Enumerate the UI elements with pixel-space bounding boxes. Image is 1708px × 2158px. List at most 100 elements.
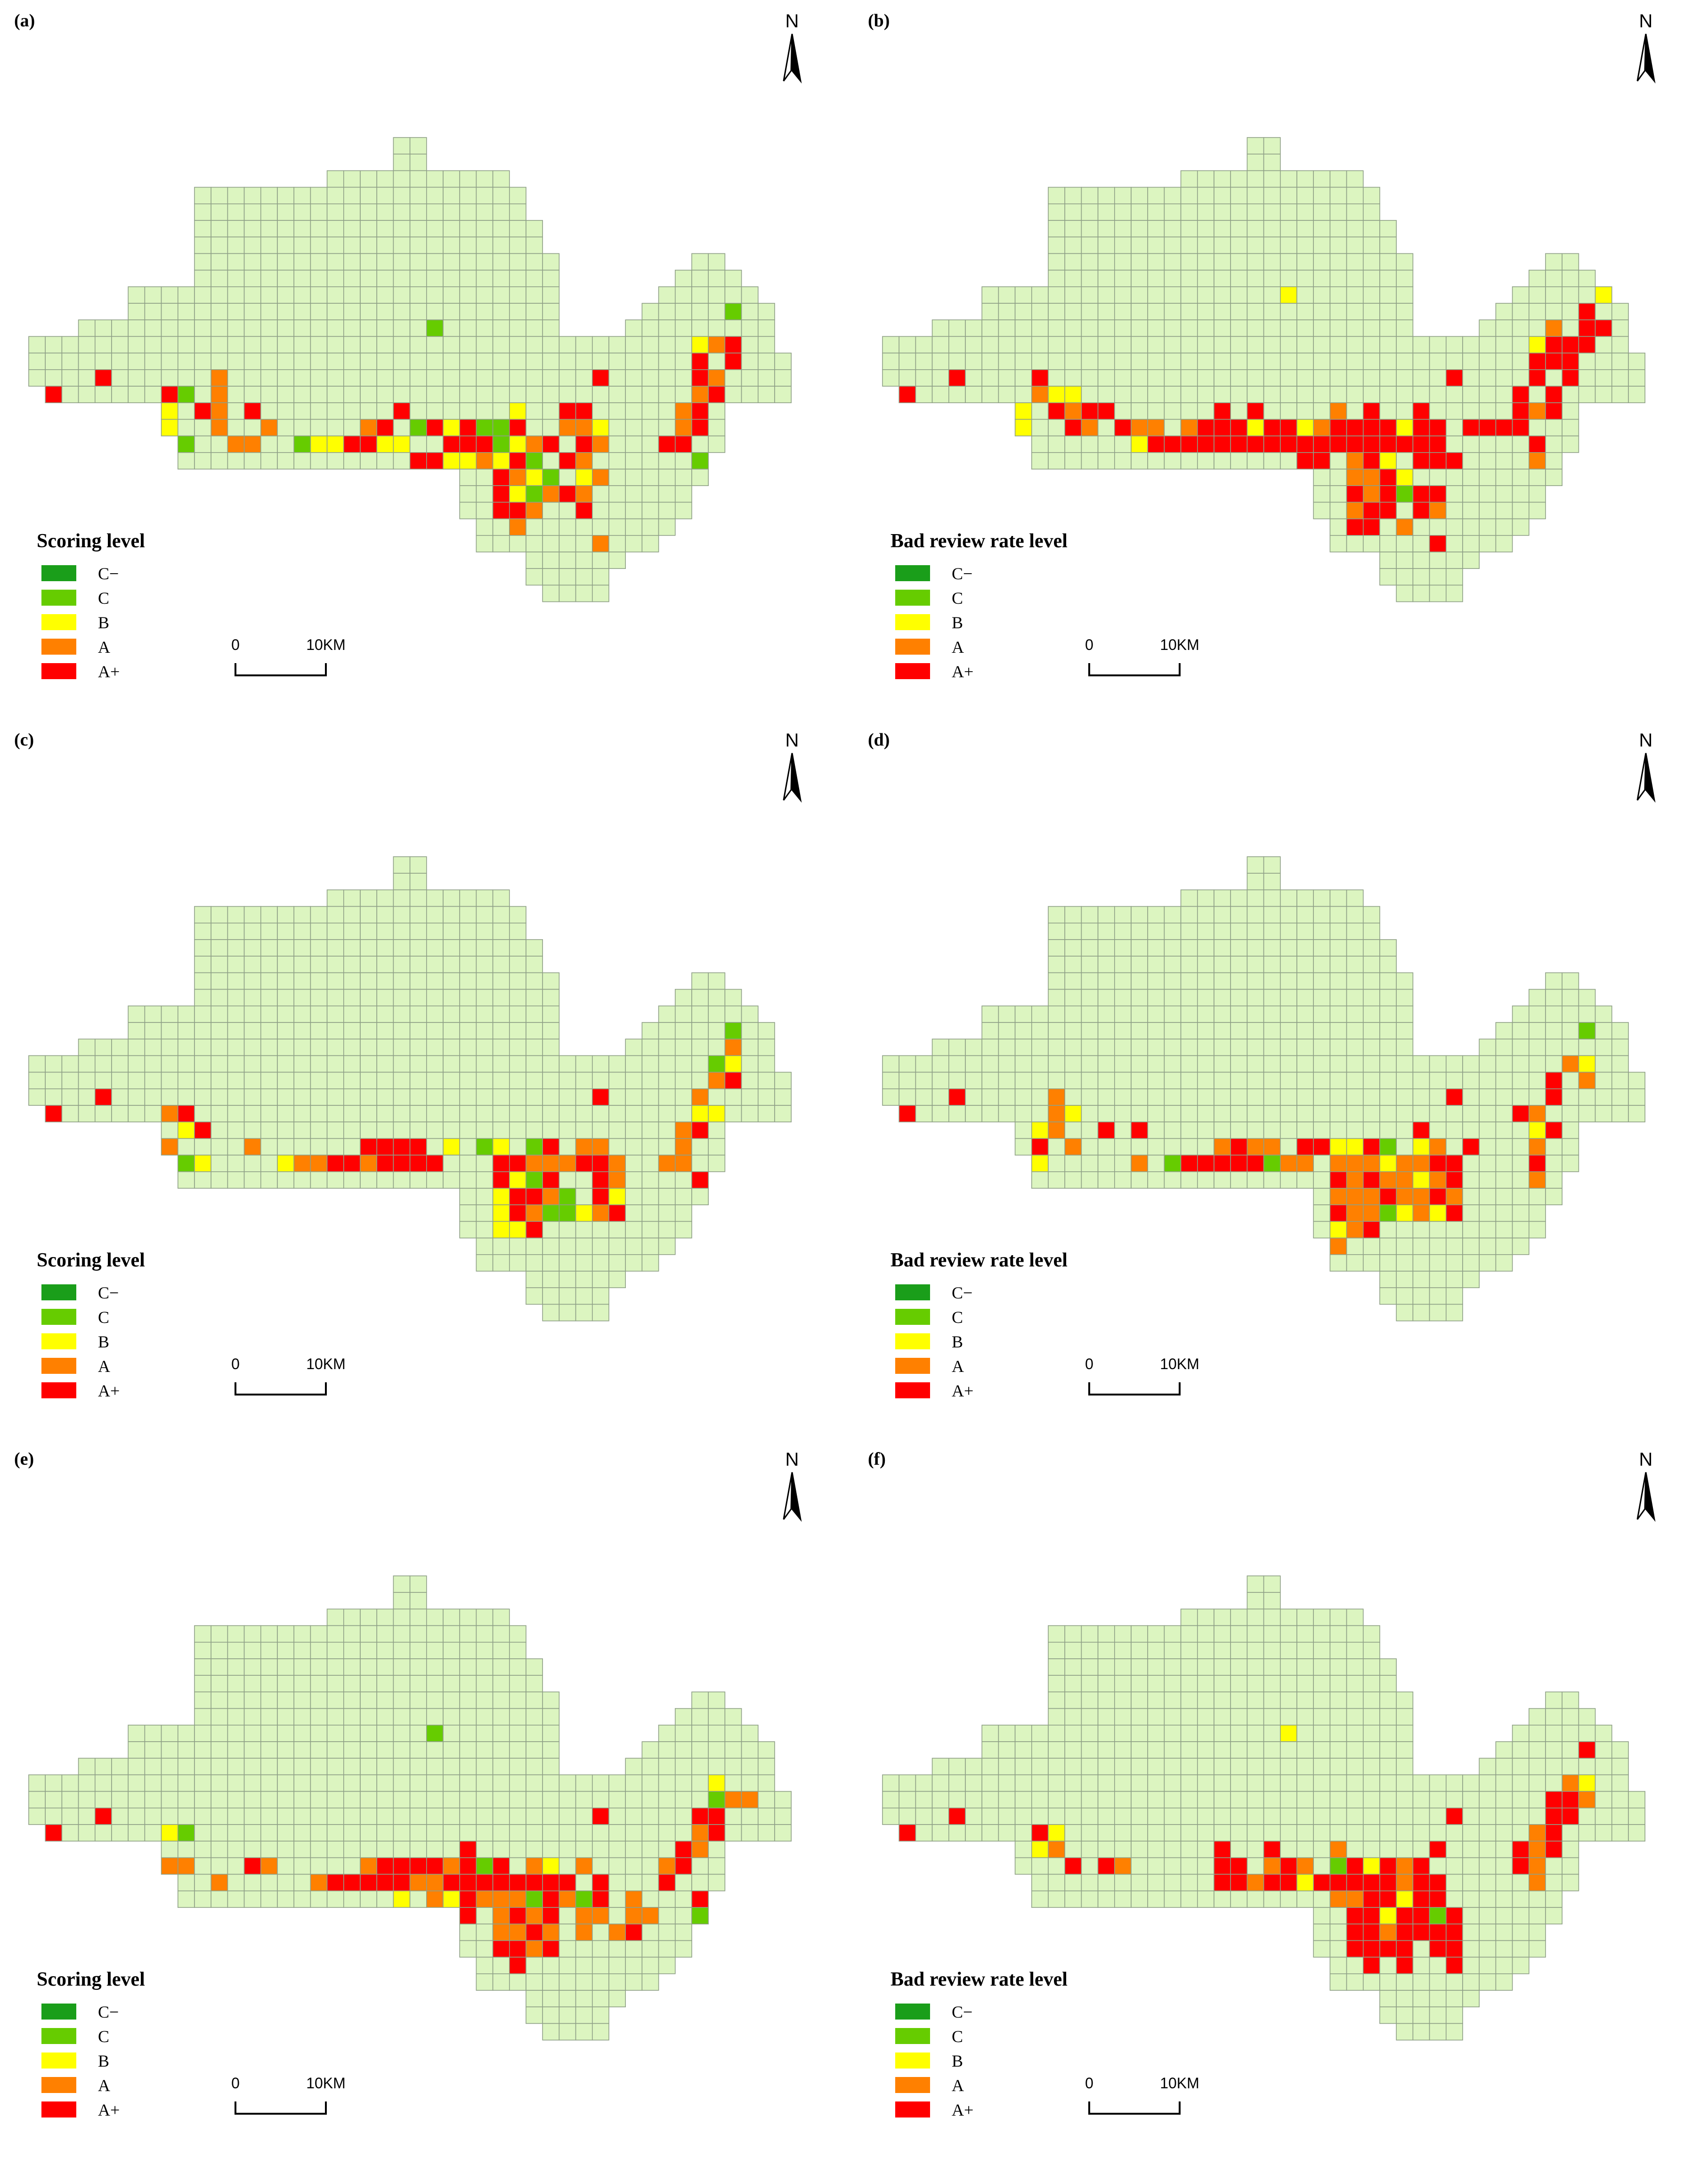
grid-cell <box>1313 1857 1331 1875</box>
grid-cell <box>459 1658 477 1676</box>
north-arrow-icon <box>791 33 802 84</box>
grid-cell <box>144 1022 162 1040</box>
grid-cell <box>1462 386 1480 404</box>
grid-cell <box>1164 1758 1182 1776</box>
grid-cell <box>1064 1841 1082 1858</box>
grid-cell <box>277 1022 295 1040</box>
grid-cell <box>78 1105 96 1123</box>
grid-cell-a-plus <box>360 1138 378 1156</box>
grid-cell-b <box>542 1857 560 1875</box>
grid-cell <box>1362 1254 1380 1272</box>
grid-cell-a-plus <box>1429 1154 1447 1172</box>
grid-cell <box>1147 1807 1165 1825</box>
grid-cell <box>592 1071 609 1089</box>
legend-label: C− <box>952 2003 972 2021</box>
grid-cell-c <box>542 1204 560 1222</box>
grid-cell <box>1462 435 1480 453</box>
grid-cell-a <box>1346 1154 1364 1172</box>
grid-cell <box>965 1071 983 1089</box>
grid-cell <box>210 269 228 287</box>
grid-cell <box>675 1204 692 1222</box>
grid-cell <box>1362 352 1380 370</box>
grid-cell <box>1346 1038 1364 1056</box>
grid-cell <box>360 923 378 940</box>
grid-cell <box>1114 1171 1132 1189</box>
grid-cell-a-plus <box>1197 419 1214 437</box>
grid-cell <box>575 1105 593 1123</box>
grid-cell <box>476 1807 494 1825</box>
grid-cell <box>1197 1724 1214 1742</box>
grid-cell <box>1081 1807 1099 1825</box>
grid-cell <box>1048 956 1066 974</box>
grid-cell <box>1296 236 1314 254</box>
grid-cell <box>310 220 328 238</box>
grid-cell <box>343 1105 361 1123</box>
grid-cell <box>343 889 361 907</box>
grid-cell <box>509 1691 526 1709</box>
grid-cell <box>277 1874 295 1891</box>
grid-cell <box>931 1791 949 1809</box>
grid-cell <box>758 369 775 387</box>
grid-cell <box>243 1642 261 1659</box>
grid-cell <box>1396 303 1414 321</box>
grid-cell <box>1495 402 1513 420</box>
grid-cell <box>1362 187 1380 204</box>
grid-cell <box>1081 1841 1099 1858</box>
grid-cell <box>28 1807 46 1825</box>
grid-cell <box>1114 319 1132 337</box>
grid-cell <box>1296 923 1314 940</box>
grid-cell-a-plus <box>243 402 261 420</box>
grid-cell <box>1529 303 1546 321</box>
grid-cell <box>1495 1171 1513 1189</box>
grid-cell <box>1313 236 1331 254</box>
grid-cell <box>1446 518 1463 536</box>
grid-cell <box>1296 1071 1314 1089</box>
grid-cell <box>1362 1774 1380 1792</box>
map-svg: (c) N Scoring level C− C B A A+ 0 <box>14 730 802 1400</box>
grid-cell-c <box>724 1022 742 1040</box>
grid-cell <box>1412 1088 1430 1106</box>
grid-cell <box>277 220 295 238</box>
grid-cell <box>1147 972 1165 990</box>
grid-cell <box>542 1807 560 1825</box>
grid-cell <box>260 1841 278 1858</box>
grid-cell-a-plus <box>1545 1807 1563 1825</box>
grid-cell <box>360 1038 378 1056</box>
grid-cell <box>741 1824 759 1842</box>
grid-cell <box>393 889 411 907</box>
grid-cell <box>1081 1005 1099 1023</box>
grid-cell <box>509 1741 526 1759</box>
grid-cell <box>376 906 394 924</box>
grid-cell <box>260 386 278 404</box>
grid-cell-b <box>1529 336 1546 354</box>
grid-cell <box>260 1691 278 1709</box>
grid-cell-a <box>1396 518 1414 536</box>
grid-cell <box>1214 1642 1231 1659</box>
grid-cell <box>177 336 195 354</box>
grid-cell <box>509 336 526 354</box>
grid-cell <box>1462 1121 1480 1139</box>
grid-cell <box>1164 1055 1182 1073</box>
grid-cell <box>1081 939 1099 957</box>
grid-cell <box>1114 1724 1132 1742</box>
grid-cell <box>1379 1990 1397 2008</box>
grid-cell <box>1512 286 1530 304</box>
grid-cell <box>1362 1691 1380 1709</box>
grid-cell <box>1296 1625 1314 1643</box>
grid-cell <box>1131 369 1149 387</box>
grid-cell <box>1296 1791 1314 1809</box>
grid-cell <box>1396 2006 1414 2024</box>
grid-cell <box>998 352 1016 370</box>
grid-cell <box>1214 336 1231 354</box>
grid-cell <box>575 1973 593 1991</box>
grid-cell-a-plus <box>1180 1154 1198 1172</box>
grid-cell <box>542 303 560 321</box>
grid-cell-b <box>1279 1724 1297 1742</box>
grid-cell <box>1429 1990 1447 2008</box>
grid-cell <box>1097 1055 1115 1073</box>
grid-cell <box>1279 303 1297 321</box>
grid-cell <box>1462 1940 1480 1958</box>
grid-cell <box>1031 402 1049 420</box>
grid-cell <box>227 939 245 957</box>
panel-label: (d) <box>868 730 890 750</box>
